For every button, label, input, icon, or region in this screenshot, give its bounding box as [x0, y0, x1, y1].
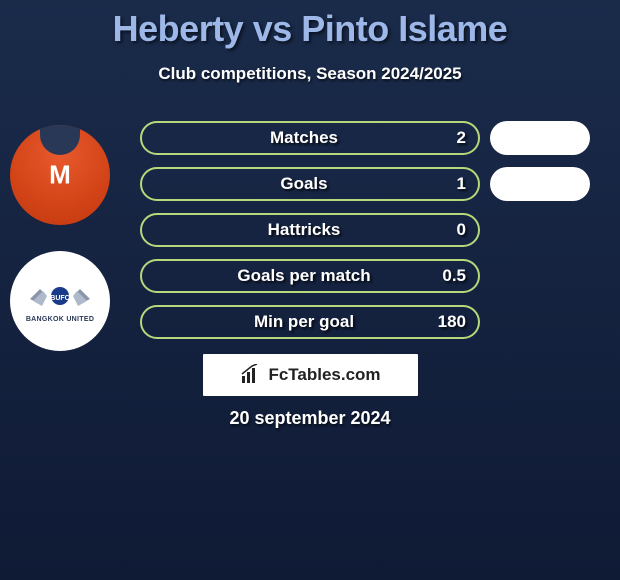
comparison-oval [490, 121, 590, 155]
subtitle: Club competitions, Season 2024/2025 [0, 64, 620, 84]
stat-row-goals-per-match: Goals per match 0.5 [140, 259, 480, 293]
comparison-oval [490, 167, 590, 201]
player2-avatar: BUFC BANGKOK UNITED [10, 251, 110, 351]
stat-row-hattricks: Hattricks 0 [140, 213, 480, 247]
stat-value: 0 [426, 220, 466, 240]
svg-text:BUFC: BUFC [50, 295, 69, 302]
stat-row-min-per-goal: Min per goal 180 [140, 305, 480, 339]
stat-label: Matches [142, 128, 426, 148]
stat-value: 2 [426, 128, 466, 148]
stat-value: 0.5 [426, 266, 466, 286]
comparison-card: Heberty vs Pinto Islame Club competition… [0, 0, 620, 580]
stat-label: Goals [142, 174, 426, 194]
date-label: 20 september 2024 [0, 408, 620, 429]
oval-column [490, 121, 590, 213]
stat-label: Goals per match [142, 266, 426, 286]
bar-chart-icon [240, 364, 262, 386]
branding-badge[interactable]: FcTables.com [203, 354, 418, 396]
stats-list: Matches 2 Goals 1 Hattricks 0 Goals per … [140, 121, 480, 351]
stat-value: 180 [426, 312, 466, 332]
stat-label: Min per goal [142, 312, 426, 332]
page-title: Heberty vs Pinto Islame [0, 0, 620, 50]
branding-label: FcTables.com [268, 365, 380, 385]
player1-avatar [10, 125, 110, 225]
avatar-column: BUFC BANGKOK UNITED [10, 125, 110, 377]
stat-row-matches: Matches 2 [140, 121, 480, 155]
player2-club-label: BANGKOK UNITED [26, 316, 94, 323]
stat-row-goals: Goals 1 [140, 167, 480, 201]
wings-icon: BUFC [25, 279, 95, 314]
stat-value: 1 [426, 174, 466, 194]
stat-label: Hattricks [142, 220, 426, 240]
